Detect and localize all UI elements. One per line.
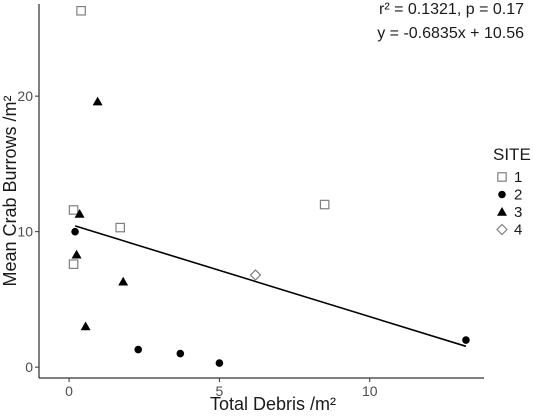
y-tick-label: 0 xyxy=(25,359,33,375)
axis-ticks: 0 5 10 0 10 20 xyxy=(17,88,377,399)
data-points xyxy=(68,5,470,367)
legend-label-site-1: 1 xyxy=(514,169,522,186)
data-point-site-1 xyxy=(68,205,79,215)
data-point-site-3 xyxy=(74,209,85,218)
r-squared-annotation: r² = 0.1321, p = 0.17 xyxy=(379,1,524,18)
plot-axes xyxy=(38,4,484,379)
legend-title: SITE xyxy=(493,145,531,164)
data-point-site-2 xyxy=(71,227,79,236)
data-point-site-2 xyxy=(215,359,224,367)
legend-marker-site-2 xyxy=(498,190,506,199)
data-point-site-2 xyxy=(462,336,470,344)
data-point-site-1 xyxy=(319,199,330,210)
regression-line xyxy=(74,225,467,348)
data-point-site-2 xyxy=(176,349,185,358)
equation-annotation: y = -0.6835x + 10.56 xyxy=(377,25,524,42)
data-point-site-4 xyxy=(249,269,262,281)
legend-marker-site-4 xyxy=(496,223,508,236)
data-point-site-2 xyxy=(134,345,143,354)
y-tick-label: 10 xyxy=(17,224,33,240)
y-axis-title: Mean Crab Burrows /m² xyxy=(0,95,20,286)
legend-marker-site-1 xyxy=(497,172,507,182)
data-point-site-3 xyxy=(80,321,91,331)
data-point-site-1 xyxy=(68,259,79,269)
data-point-site-1 xyxy=(76,5,86,16)
regression-line-group xyxy=(74,225,467,348)
data-point-site-3 xyxy=(118,276,129,286)
y-tick-label: 20 xyxy=(17,88,33,104)
data-point-site-3 xyxy=(92,96,103,106)
x-tick-label: 0 xyxy=(65,383,73,399)
data-point-site-1 xyxy=(115,222,125,233)
x-tick-label: 5 xyxy=(216,383,224,399)
data-point-site-3 xyxy=(71,249,82,259)
stats-annotation: r² = 0.1321, p = 0.17 y = -0.6835x + 10.… xyxy=(377,1,524,42)
legend-label-site-4: 4 xyxy=(514,222,522,239)
legend-label-site-2: 2 xyxy=(514,187,522,204)
x-tick-label: 10 xyxy=(362,383,378,399)
legend-marker-site-3 xyxy=(497,207,507,216)
legend-label-site-3: 3 xyxy=(514,204,522,221)
x-axis-title: Total Debris /m² xyxy=(210,394,336,414)
